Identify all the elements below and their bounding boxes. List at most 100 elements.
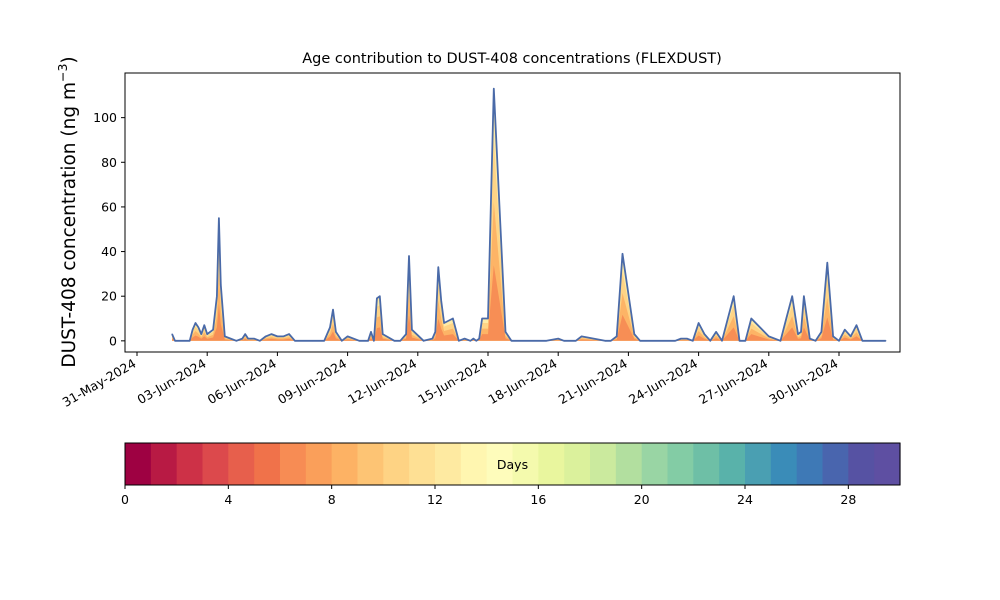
data-point [698, 322, 700, 324]
data-point [411, 329, 413, 331]
data-point [744, 340, 747, 342]
data-point [224, 335, 226, 337]
data-point [311, 340, 314, 342]
data-point [621, 253, 624, 255]
colorbar-label: Days [497, 457, 528, 472]
colorbar-segment [254, 443, 281, 485]
colorbar-tick-label: 16 [530, 492, 546, 507]
colorbar-segment [228, 443, 255, 485]
y-axis-label-main: DUST-408 concentration (ng m [59, 82, 80, 368]
data-point [382, 333, 384, 335]
colorbar-tick-label: 8 [328, 492, 336, 507]
data-point [809, 338, 811, 340]
colorbar-tick-label: 0 [121, 492, 129, 507]
data-point [405, 333, 407, 335]
colorbar-segment [383, 443, 410, 485]
data-point [235, 340, 237, 342]
y-axis: 0 20 40 60 80 100 [93, 110, 125, 348]
data-point [341, 340, 343, 342]
data-point [510, 340, 512, 342]
data-point [358, 340, 360, 342]
colorbar-segment [667, 443, 694, 485]
data-point [680, 338, 682, 340]
data-point [545, 340, 548, 342]
data-point [639, 340, 641, 342]
data-point [855, 324, 858, 326]
data-point [241, 338, 243, 340]
data-point [259, 340, 261, 342]
data-point [604, 340, 606, 342]
total-concentration-line [171, 87, 886, 342]
colorbar-segment [150, 443, 178, 485]
data-point [253, 338, 255, 340]
colorbar-segment [280, 443, 307, 485]
x-tick-label: 24-Jun-2024 [626, 356, 700, 407]
data-point [469, 340, 471, 342]
data-point [481, 317, 483, 320]
colorbar-tick-label: 24 [737, 492, 753, 507]
data-point [437, 266, 439, 268]
colorbar-segment [745, 443, 772, 485]
data-point [212, 329, 214, 331]
y-tick-label: 20 [101, 289, 117, 304]
data-point [861, 340, 864, 342]
colorbar-segment [796, 443, 824, 485]
colorbar-segment [460, 443, 488, 485]
data-point [276, 335, 278, 337]
data-point [733, 295, 735, 297]
data-point [220, 284, 222, 286]
data-point [452, 317, 454, 320]
data-point [472, 338, 474, 340]
colorbar-segment [486, 443, 514, 485]
data-point [393, 340, 395, 342]
data-point [791, 295, 793, 297]
colorbar: 0 4 8 12 16 20 24 28 Days [121, 442, 901, 507]
data-point [265, 335, 267, 337]
data-point [189, 340, 191, 342]
data-point [610, 340, 612, 342]
data-point [487, 317, 489, 320]
data-point [867, 340, 869, 342]
data-point [838, 340, 840, 342]
colorbar-tick-label: 28 [840, 492, 856, 507]
data-point [218, 217, 220, 219]
data-point [709, 340, 711, 342]
data-point [247, 338, 249, 340]
colorbar-segment [538, 443, 565, 485]
colorbar-segment [357, 443, 384, 485]
y-tick-label: 100 [93, 110, 117, 125]
data-point [674, 340, 676, 342]
data-point [651, 340, 653, 342]
y-tick-label: 0 [109, 333, 117, 348]
data-point [750, 317, 752, 320]
x-tick-label: 03-Jun-2024 [135, 356, 209, 407]
colorbar-segment [641, 443, 669, 485]
colorbar-segment [305, 443, 333, 485]
data-point [768, 335, 770, 337]
x-tick-label: 18-Jun-2024 [486, 356, 560, 407]
data-point [458, 340, 460, 342]
data-point [815, 340, 817, 342]
colorbar-segment [435, 443, 462, 485]
data-point [850, 335, 852, 337]
data-point [244, 333, 246, 335]
data-point [423, 340, 425, 342]
colorbar-segment [590, 443, 617, 485]
chart-title: Age contribution to DUST-408 concentrati… [302, 51, 722, 67]
data-point [192, 329, 194, 331]
data-point [832, 335, 834, 337]
colorbar-segment [564, 443, 591, 485]
y-axis-label: DUST-408 concentration (ng m−3) [55, 56, 80, 367]
data-point [779, 340, 782, 342]
data-point [197, 326, 199, 328]
data-point [721, 340, 723, 342]
data-point [885, 340, 887, 342]
colorbar-tick-label: 20 [634, 492, 650, 507]
x-tick-label: 06-Jun-2024 [205, 356, 279, 407]
data-point [200, 333, 202, 335]
data-point [347, 335, 349, 337]
colorbar-segment [848, 443, 875, 485]
x-axis: 31-May-202403-Jun-202406-Jun-202409-Jun-… [60, 352, 841, 410]
colorbar-segment [822, 443, 849, 485]
data-point [797, 333, 799, 335]
